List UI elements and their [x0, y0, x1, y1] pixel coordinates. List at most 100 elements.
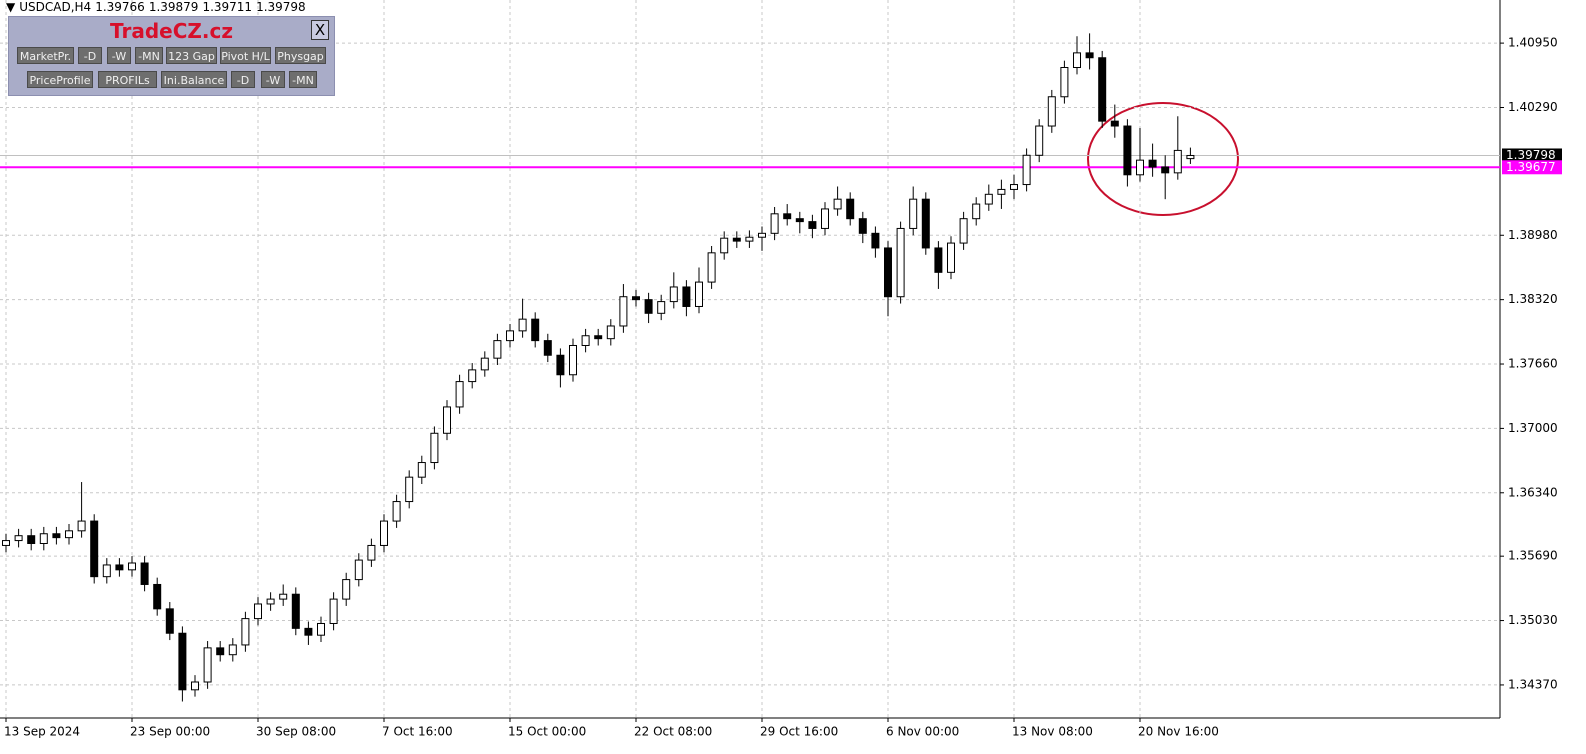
candle-body [216, 647, 225, 656]
candle-body [947, 242, 955, 273]
candle-body [27, 535, 36, 544]
candle-body [317, 622, 325, 636]
price-label-bg [1502, 148, 1562, 163]
candle-body [2, 540, 10, 546]
price-label: 1.39798 [1506, 148, 1556, 162]
panel-button[interactable]: PROFILs [98, 71, 157, 88]
x-tick-label: 13 Nov 08:00 [1012, 725, 1093, 739]
panel-button[interactable]: 123 Gap [166, 47, 217, 64]
candle-body [707, 252, 716, 283]
highlight-ellipse [1087, 102, 1239, 216]
y-tick-label: 1.36340 [1508, 485, 1558, 499]
candle-body [165, 608, 174, 634]
panel-button[interactable]: -D [231, 71, 255, 88]
close-button[interactable]: X [311, 20, 329, 40]
x-tick-label: 23 Sep 00:00 [130, 725, 210, 739]
candle-body [657, 301, 666, 314]
x-tick-label: 22 Oct 08:00 [634, 725, 712, 739]
candle-body [984, 193, 993, 205]
candle-body [1123, 125, 1132, 176]
panel-button[interactable]: Physgap [275, 47, 326, 64]
candle-body [770, 213, 779, 234]
candle-body [518, 318, 527, 332]
candle-body [506, 330, 514, 342]
candle-body [695, 281, 703, 307]
candle-body [1136, 159, 1144, 176]
candle-body [1173, 149, 1182, 174]
panel-button[interactable]: -W [261, 71, 285, 88]
panel-button[interactable]: -D [78, 47, 102, 64]
candle-body [480, 357, 489, 371]
candle-body [619, 296, 628, 327]
ohlc: 1.39879 [148, 0, 199, 14]
symbol: USDCAD,H4 [19, 0, 92, 14]
candle-body [367, 544, 376, 561]
candle-body [909, 198, 918, 229]
candle-body [1010, 184, 1018, 190]
candle-body [1161, 166, 1170, 174]
candle-body [758, 232, 766, 238]
candle-body [594, 335, 603, 340]
candle-body [115, 564, 124, 571]
candle-body [430, 432, 439, 464]
y-tick-label: 1.38320 [1508, 292, 1558, 306]
candle-body [1022, 154, 1031, 186]
price-label: 1.39677 [1506, 160, 1556, 174]
candle-body [1098, 57, 1107, 122]
y-tick-label: 1.40290 [1508, 100, 1558, 114]
panel-button[interactable]: Pivot H/L [220, 47, 271, 64]
x-tick-label: 20 Nov 16:00 [1138, 725, 1219, 739]
x-tick-label: 15 Oct 00:00 [508, 725, 586, 739]
panel-button[interactable]: Ini.Balance [161, 71, 227, 88]
x-tick-label: 7 Oct 16:00 [382, 725, 453, 739]
candle-body [934, 247, 943, 273]
panel-button[interactable]: -W [107, 47, 131, 64]
candle-body [682, 286, 691, 307]
x-tick-label: 6 Nov 00:00 [886, 725, 959, 739]
ohlc: 1.39766 [95, 0, 145, 14]
candle-body [52, 533, 61, 539]
candle-body [178, 632, 187, 691]
candle-body [833, 198, 842, 210]
candle-body [405, 476, 414, 503]
candle-body [884, 247, 892, 298]
ohlc: 1.39798 [256, 0, 306, 14]
y-tick-label: 1.34370 [1508, 677, 1558, 691]
candle-body [203, 647, 212, 683]
x-tick-label: 13 Sep 2024 [4, 725, 80, 739]
panel-button[interactable]: -MN [289, 71, 317, 88]
candle-body [783, 213, 792, 220]
candle-body [669, 286, 678, 303]
candle-body [241, 618, 250, 646]
candle-body [39, 533, 48, 544]
candle-body [304, 627, 313, 636]
candle-body [808, 221, 817, 229]
candle-body [581, 335, 590, 346]
candle-body [821, 208, 829, 229]
candle-body [732, 237, 741, 242]
candle-body [921, 198, 930, 249]
panel-button[interactable]: MarketPr. [17, 47, 74, 64]
y-tick-label: 1.40950 [1508, 36, 1558, 50]
panel-button[interactable]: PriceProfile [27, 71, 93, 88]
candle-body [140, 562, 149, 585]
price-label-bg [1502, 160, 1562, 175]
x-tick-label: 30 Sep 08:00 [256, 725, 336, 739]
candle-body [468, 369, 477, 383]
candle-body [531, 318, 540, 342]
candle-body [795, 218, 804, 223]
candle-body [644, 299, 653, 314]
panel-button[interactable]: -MN [135, 47, 163, 64]
candle-body [279, 593, 288, 600]
candle-body [1148, 159, 1157, 168]
candle-body [455, 381, 464, 408]
triangle: ▼ [6, 0, 16, 14]
candle-body [102, 564, 111, 578]
y-tick-label: 1.37660 [1508, 357, 1558, 371]
candle-body [392, 501, 401, 522]
candle-body [342, 579, 351, 600]
candle-body [745, 236, 754, 242]
candle-body [569, 344, 577, 376]
y-tick-label: 1.37000 [1508, 421, 1558, 435]
